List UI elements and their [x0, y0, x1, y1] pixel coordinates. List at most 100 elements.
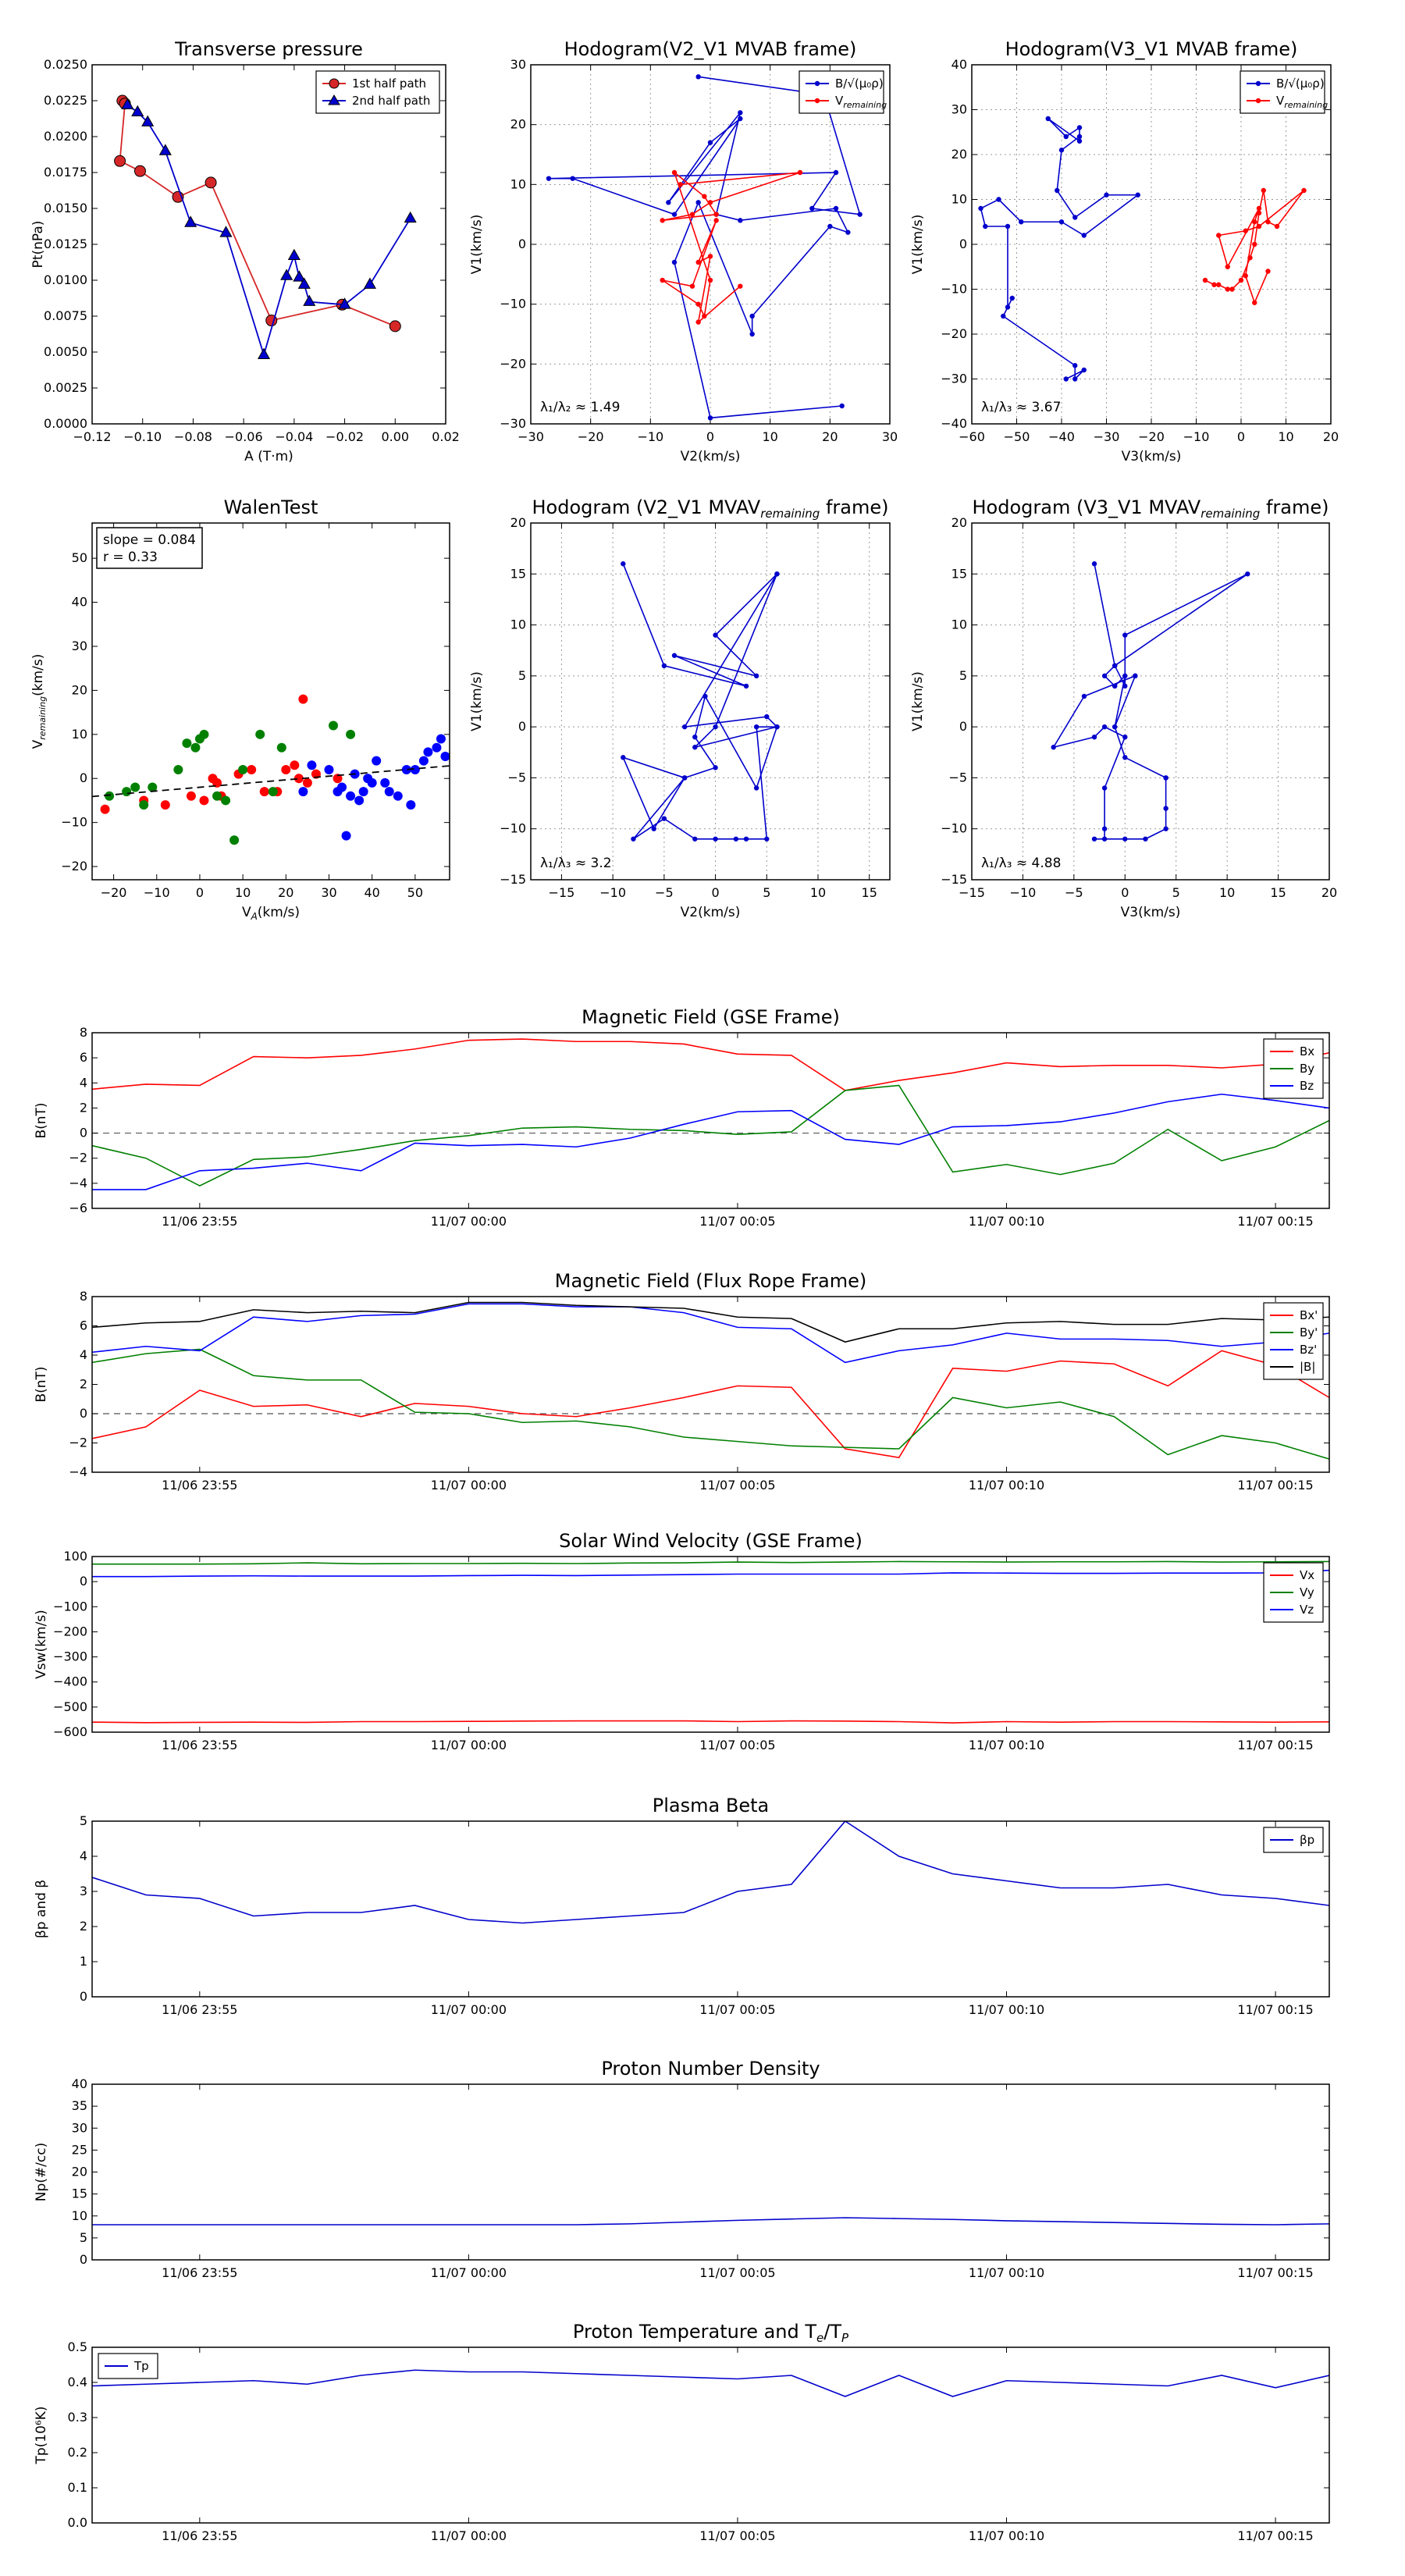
chart-panel-6: Magnetic Field (GSE Frame) −6 −4 −2 0 2 4 6 8 11/… [34, 1006, 1330, 1229]
data-point [707, 140, 713, 145]
data-point [651, 826, 656, 831]
x-tick-label: 11/07 00:10 [969, 2528, 1044, 2543]
y-tick-label: 0.5 [68, 2339, 87, 2354]
y-tick-label: 20 [510, 117, 526, 132]
data-point [1261, 187, 1266, 194]
y-tick-label: 0.0200 [44, 129, 87, 144]
data-point [621, 755, 626, 760]
y-tick-label: −100 [53, 1599, 87, 1614]
y-tick-label: 100 [63, 1549, 87, 1564]
data-point [1252, 241, 1257, 247]
y-axis-label: V1(km/s) [469, 671, 485, 731]
x-tick-label: −0.10 [123, 429, 162, 444]
data-point [1163, 775, 1168, 781]
legend-label: 2nd half path [352, 94, 430, 108]
data-point [1274, 223, 1280, 229]
y-tick-label: 0 [518, 719, 526, 734]
scatter-point [190, 742, 201, 753]
y-tick-label: 0 [518, 237, 526, 251]
data-point [743, 836, 749, 841]
x-tick-label: 10 [235, 885, 251, 900]
data-point [695, 319, 701, 325]
y-tick-label: 20 [72, 682, 87, 697]
data-point [1072, 215, 1078, 220]
data-point [713, 724, 718, 730]
data-point [681, 724, 688, 730]
scatter-point [358, 787, 368, 797]
x-tick-label: −15 [959, 885, 985, 900]
legend-label: Bz [1300, 1079, 1314, 1093]
y-tick-label: 0 [80, 1989, 87, 2004]
data-point [671, 212, 678, 217]
scatter-point [221, 795, 231, 806]
data-point [184, 215, 197, 227]
chart-panel-2: Hodogram(V3_V1 MVAB frame) −40 −30 −20 −10 0 1… [910, 38, 1339, 464]
data-point [1265, 219, 1271, 225]
y-tick-label: −20 [61, 859, 87, 873]
data-point [621, 561, 626, 567]
y-tick-label: 25 [72, 2142, 87, 2157]
legend-label: 1st half path [352, 76, 426, 91]
x-tick-label: 11/07 00:05 [699, 1214, 775, 1229]
legend-label: Vx [1300, 1568, 1314, 1582]
x-tick-label: 11/07 00:05 [699, 1478, 775, 1493]
y-tick-label: 10 [951, 617, 967, 632]
data-point [1243, 228, 1248, 233]
data-point [1256, 210, 1262, 215]
data-point [1081, 693, 1087, 699]
x-tick-label: −0.08 [174, 429, 212, 444]
data-point [661, 663, 667, 668]
data-point [1135, 192, 1140, 197]
chart-title: Solar Wind Velocity (GSE Frame) [559, 1530, 863, 1552]
data-point [713, 212, 719, 217]
x-tick-label: 40 [364, 885, 379, 900]
data-point [133, 165, 146, 177]
data-point [1101, 724, 1108, 730]
scatter-point [199, 795, 209, 806]
data-point [713, 218, 719, 223]
data-point [338, 297, 351, 309]
scatter-point [423, 747, 433, 757]
x-tick-label: 0 [706, 429, 714, 444]
y-tick-label: −200 [53, 1624, 87, 1638]
y-tick-label: 0.1 [68, 2480, 87, 2495]
scatter-point [160, 800, 170, 810]
x-tick-label: 11/07 00:15 [1237, 1738, 1313, 1752]
data-point [1101, 826, 1108, 831]
data-point [749, 331, 755, 337]
data-point [1101, 836, 1108, 841]
data-point [1045, 116, 1051, 122]
x-tick-label: 15 [1270, 885, 1286, 900]
y-tick-label: −2 [69, 1436, 87, 1450]
y-tick-label: 2 [80, 1100, 87, 1115]
x-tick-label: 11/07 00:15 [1237, 1214, 1313, 1229]
chart-title: Hodogram(V2_V1 MVAB frame) [564, 38, 857, 60]
y-tick-label: −600 [53, 1724, 87, 1739]
series-line [92, 1348, 1329, 1460]
y-tick-label: −20 [941, 326, 967, 341]
legend-label: Tp [133, 2359, 149, 2373]
data-point [661, 816, 667, 821]
series-line [621, 563, 778, 840]
data-point [1005, 223, 1011, 229]
x-tick-label: 50 [407, 885, 423, 900]
plot-area [92, 1301, 1329, 1460]
y-tick-label: 3 [80, 1884, 87, 1898]
x-tick-label: 11/06 23:55 [162, 1214, 237, 1229]
data-point [1081, 367, 1087, 373]
y-tick-label: 8 [80, 1289, 87, 1304]
data-point [833, 169, 839, 176]
chart-panel-11: Proton Temperature and Te/TP 0.0 0.1 0.2 0.3… [34, 2321, 1330, 2543]
data-point [692, 735, 698, 740]
data-point [713, 836, 718, 841]
data-point [1256, 223, 1262, 229]
plot-area [92, 2217, 1329, 2226]
data-point [1252, 300, 1257, 305]
y-tick-label: −4 [69, 1176, 87, 1190]
y-tick-label: 10 [510, 617, 526, 632]
y-axis-label: Pt(nPa) [30, 221, 46, 269]
data-point [764, 713, 770, 720]
legend-box [315, 70, 440, 114]
legend-marker [329, 78, 340, 89]
x-tick-label: −0.12 [73, 429, 111, 444]
